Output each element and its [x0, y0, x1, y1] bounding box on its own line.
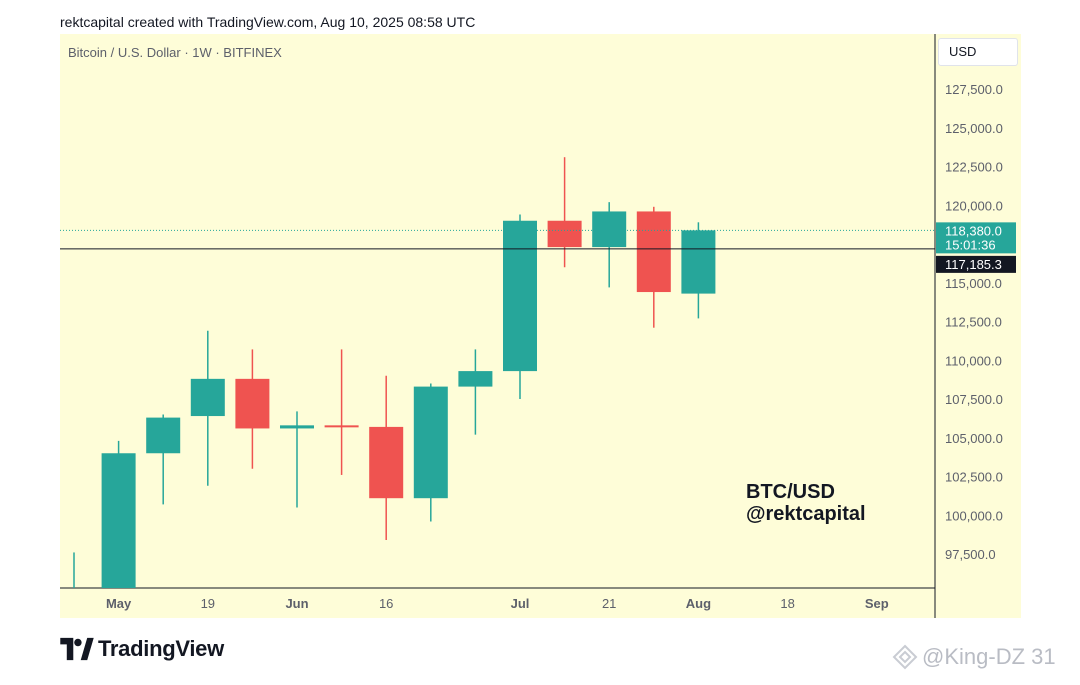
price-tick-label: 110,000.0 [945, 353, 1002, 368]
annotation-line-1: BTC/USD [746, 481, 835, 503]
annotation-line-2: @rektcapital [746, 503, 866, 525]
price-tick-label: 102,500.0 [945, 470, 1003, 485]
candle-body [547, 220, 582, 248]
watermark: @King-DZ 31 [892, 644, 1056, 670]
time-tick-label: 16 [379, 596, 393, 611]
diamond-logo-icon [892, 644, 918, 670]
watermark-text: @King-DZ 31 [922, 644, 1056, 669]
chart-annotation: BTC/USD @rektcapital [746, 481, 866, 525]
candle-body [503, 220, 537, 372]
price-tick-label: 112,500.0 [945, 315, 1002, 330]
symbol-title[interactable]: Bitcoin / U.S. Dollar · 1W · BITFINEX [68, 45, 282, 60]
time-tick-label: May [106, 596, 132, 611]
candle-body [146, 417, 181, 454]
price-axis: 97,500.0 100,000.0 102,500.0 105,000.0 107,5… [945, 82, 1003, 562]
candle-body [101, 453, 136, 588]
tradingview-logo-text: TradingView [98, 636, 224, 661]
level-label-bg [936, 255, 1016, 273]
candle-body [235, 378, 270, 429]
price-tick-label: 115,000.0 [945, 276, 1002, 291]
candle-body [369, 426, 404, 499]
candle-body [280, 425, 314, 429]
candle-body [413, 386, 448, 499]
tradingview-logo-icon [60, 637, 94, 661]
chart-caption: rektcapital created with TradingView.com… [60, 14, 476, 30]
time-tick-label: Sep [865, 596, 889, 611]
current-price-label: 118,380.0 [945, 223, 1002, 238]
time-tick-label: 18 [780, 596, 794, 611]
time-axis: May 19 Jun 16 Jul 21 Aug 18 Sep [106, 596, 889, 611]
current-price-label-bg [936, 222, 1016, 254]
countdown-label: 15:01:36 [945, 237, 996, 252]
candles [73, 157, 716, 588]
candle-body [636, 211, 671, 293]
candle-body [458, 371, 493, 387]
candle-body [190, 378, 225, 417]
candle-body [681, 230, 716, 294]
candle-body [324, 425, 359, 428]
time-tick-label: Jul [511, 596, 530, 611]
price-tick-label: 125,000.0 [945, 121, 1003, 136]
time-tick-label: Aug [686, 596, 711, 611]
price-tick-label: 120,000.0 [945, 198, 1003, 213]
candle-body [592, 211, 627, 248]
price-tick-label: 100,000.0 [945, 508, 1003, 523]
price-tick-label: 127,500.0 [945, 82, 1003, 97]
time-tick-label: 21 [602, 596, 616, 611]
price-tick-label: 122,500.0 [945, 160, 1003, 175]
time-tick-label: Jun [285, 596, 308, 611]
plot-background [60, 34, 1021, 618]
price-lines [60, 229, 935, 250]
price-labels: 118,380.015:01:36 117,185.3 [936, 222, 1016, 273]
tradingview-logo[interactable]: TradingView [60, 636, 224, 662]
price-tick-label: 97,500.0 [945, 547, 996, 562]
level-label: 117,185.3 [945, 257, 1002, 272]
time-tick-label: 19 [201, 596, 215, 611]
price-tick-label: 105,000.0 [945, 431, 1003, 446]
currency-selector[interactable]: USD [938, 38, 1018, 66]
price-tick-label: 107,500.0 [945, 392, 1003, 407]
